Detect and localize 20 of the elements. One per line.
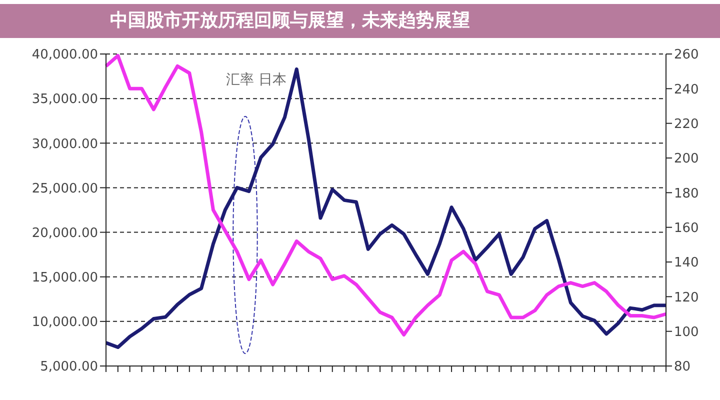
y2-tick-label: 120 xyxy=(674,290,699,306)
chart-title: 中国股市开放历程回顾与展望，未来趋势展望 xyxy=(0,4,720,38)
y2-tick-label: 160 xyxy=(674,220,699,236)
y2-tick-label: 220 xyxy=(674,116,699,132)
y2-tick-label: 100 xyxy=(674,324,699,340)
y-tick-label: 35,000.00 xyxy=(32,92,98,108)
y2-tick-label: 180 xyxy=(674,186,699,202)
y2-tick-label: 240 xyxy=(674,82,699,98)
y-tick-label: 25,000.00 xyxy=(32,181,98,196)
annotation: 汇率 日本 xyxy=(226,72,286,88)
y-tick-label: 20,000.00 xyxy=(32,226,98,241)
y-tick-label: 15,000.00 xyxy=(32,270,98,286)
y2-tick-label: 80 xyxy=(674,360,691,375)
y2-tick-label: 140 xyxy=(674,256,699,271)
y2-tick-label: 200 xyxy=(674,152,699,167)
y-tick-label: 30,000.00 xyxy=(32,136,98,152)
y2-tick-label: 260 xyxy=(674,48,699,63)
y-tick-label: 5,000.00 xyxy=(40,360,98,375)
y-tick-label: 10,000.00 xyxy=(32,315,98,330)
y-tick-label: 40,000.00 xyxy=(32,48,98,63)
